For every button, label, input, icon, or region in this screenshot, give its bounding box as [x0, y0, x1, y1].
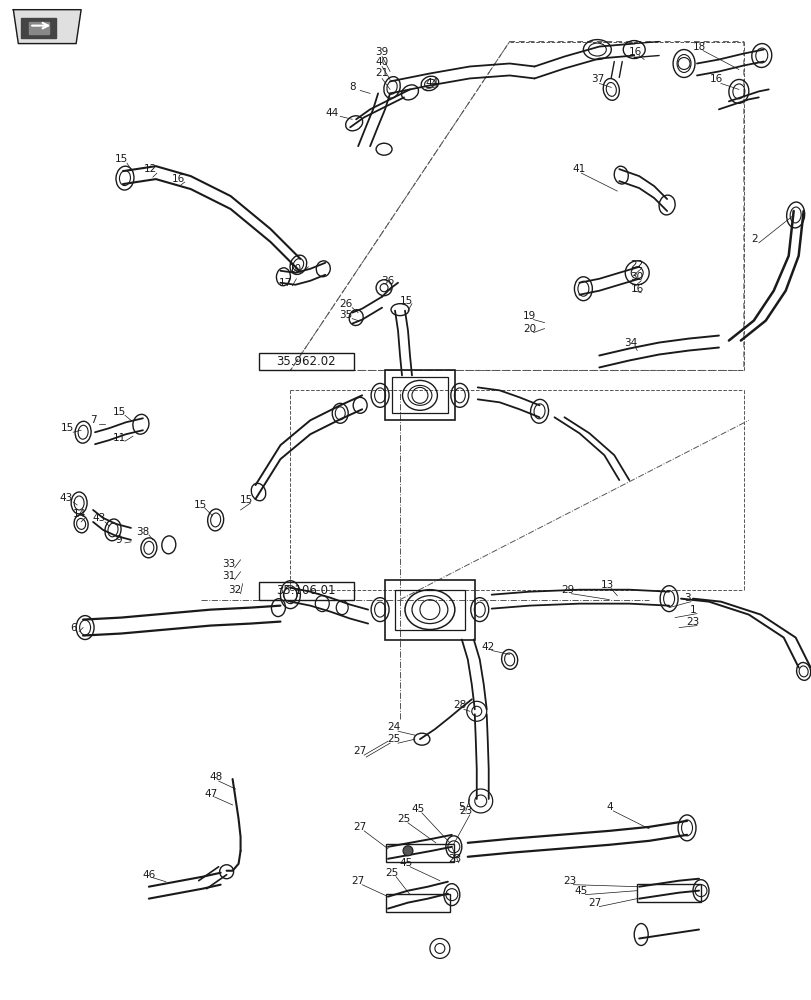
Text: 1: 1 — [689, 605, 696, 615]
Text: 25: 25 — [397, 814, 410, 824]
Text: 48: 48 — [208, 772, 222, 782]
Bar — [394, 590, 464, 630]
Text: 12: 12 — [144, 164, 157, 174]
Polygon shape — [29, 22, 49, 34]
Text: 15: 15 — [194, 500, 207, 510]
Text: 16: 16 — [630, 284, 643, 294]
Text: 22: 22 — [630, 260, 643, 270]
Text: 35: 35 — [339, 310, 353, 320]
Text: 45: 45 — [574, 886, 587, 896]
Text: 15: 15 — [114, 154, 127, 164]
Bar — [384, 370, 454, 420]
Text: 17: 17 — [278, 278, 292, 288]
Circle shape — [402, 846, 413, 856]
Text: 30: 30 — [630, 272, 643, 282]
Text: 2: 2 — [750, 234, 757, 244]
Bar — [637, 884, 700, 902]
Text: 39: 39 — [375, 47, 388, 57]
Text: 6: 6 — [70, 623, 76, 633]
Text: 43: 43 — [92, 513, 105, 523]
Text: 26: 26 — [339, 299, 353, 309]
Text: 23: 23 — [448, 854, 461, 864]
Text: 27: 27 — [353, 746, 367, 756]
Text: 27: 27 — [353, 822, 367, 832]
Text: 45: 45 — [411, 804, 424, 814]
Text: 47: 47 — [204, 789, 217, 799]
Text: 19: 19 — [522, 311, 535, 321]
Text: 7: 7 — [90, 415, 97, 425]
Text: 36: 36 — [381, 276, 394, 286]
Bar — [385, 844, 453, 862]
Text: 5: 5 — [458, 802, 465, 812]
Text: 16: 16 — [172, 174, 185, 184]
Text: 8: 8 — [349, 82, 355, 92]
Text: 23: 23 — [458, 806, 472, 816]
Text: 32: 32 — [228, 585, 241, 595]
Text: 24: 24 — [387, 722, 400, 732]
Text: 15: 15 — [112, 407, 126, 417]
Text: 10: 10 — [289, 264, 302, 274]
Text: 45: 45 — [399, 858, 412, 868]
Text: 15: 15 — [61, 423, 74, 433]
Bar — [258, 582, 354, 600]
Text: 23: 23 — [562, 876, 575, 886]
Text: 38: 38 — [136, 527, 149, 537]
Text: 29: 29 — [560, 585, 573, 595]
Bar — [258, 353, 354, 370]
Polygon shape — [13, 10, 81, 44]
Text: 13: 13 — [600, 580, 613, 590]
Text: 21: 21 — [375, 68, 388, 78]
Text: 15: 15 — [399, 296, 412, 306]
Text: 33: 33 — [221, 559, 235, 569]
Text: 31: 31 — [221, 571, 235, 581]
Text: 14: 14 — [72, 509, 86, 519]
Text: 25: 25 — [385, 868, 398, 878]
Polygon shape — [21, 18, 56, 38]
Text: 28: 28 — [453, 700, 466, 710]
Text: 20: 20 — [522, 324, 535, 334]
Text: 40: 40 — [375, 57, 388, 67]
Text: 34: 34 — [624, 338, 637, 348]
Text: 27: 27 — [588, 898, 601, 908]
Text: 27: 27 — [351, 876, 364, 886]
Text: 44: 44 — [325, 108, 338, 118]
Text: 42: 42 — [480, 642, 494, 652]
Text: 35.106.01: 35.106.01 — [277, 584, 336, 597]
Text: 25: 25 — [387, 734, 400, 744]
Text: 15: 15 — [239, 495, 253, 505]
Text: 23: 23 — [685, 617, 699, 627]
Text: 16: 16 — [710, 74, 723, 84]
Text: 18: 18 — [692, 42, 705, 52]
Text: 46: 46 — [142, 870, 156, 880]
Bar — [392, 377, 448, 413]
Text: 43: 43 — [59, 493, 73, 503]
Text: 37: 37 — [590, 74, 603, 84]
Text: 16: 16 — [628, 47, 641, 57]
Text: 4: 4 — [605, 802, 611, 812]
Text: 41: 41 — [572, 164, 586, 174]
Bar — [385, 894, 449, 912]
Bar — [384, 580, 474, 640]
Text: 3: 3 — [683, 593, 689, 603]
Text: 9: 9 — [115, 535, 122, 545]
Text: 11: 11 — [112, 433, 126, 443]
Text: 44: 44 — [425, 78, 438, 88]
Text: 35.962.02: 35.962.02 — [277, 355, 336, 368]
